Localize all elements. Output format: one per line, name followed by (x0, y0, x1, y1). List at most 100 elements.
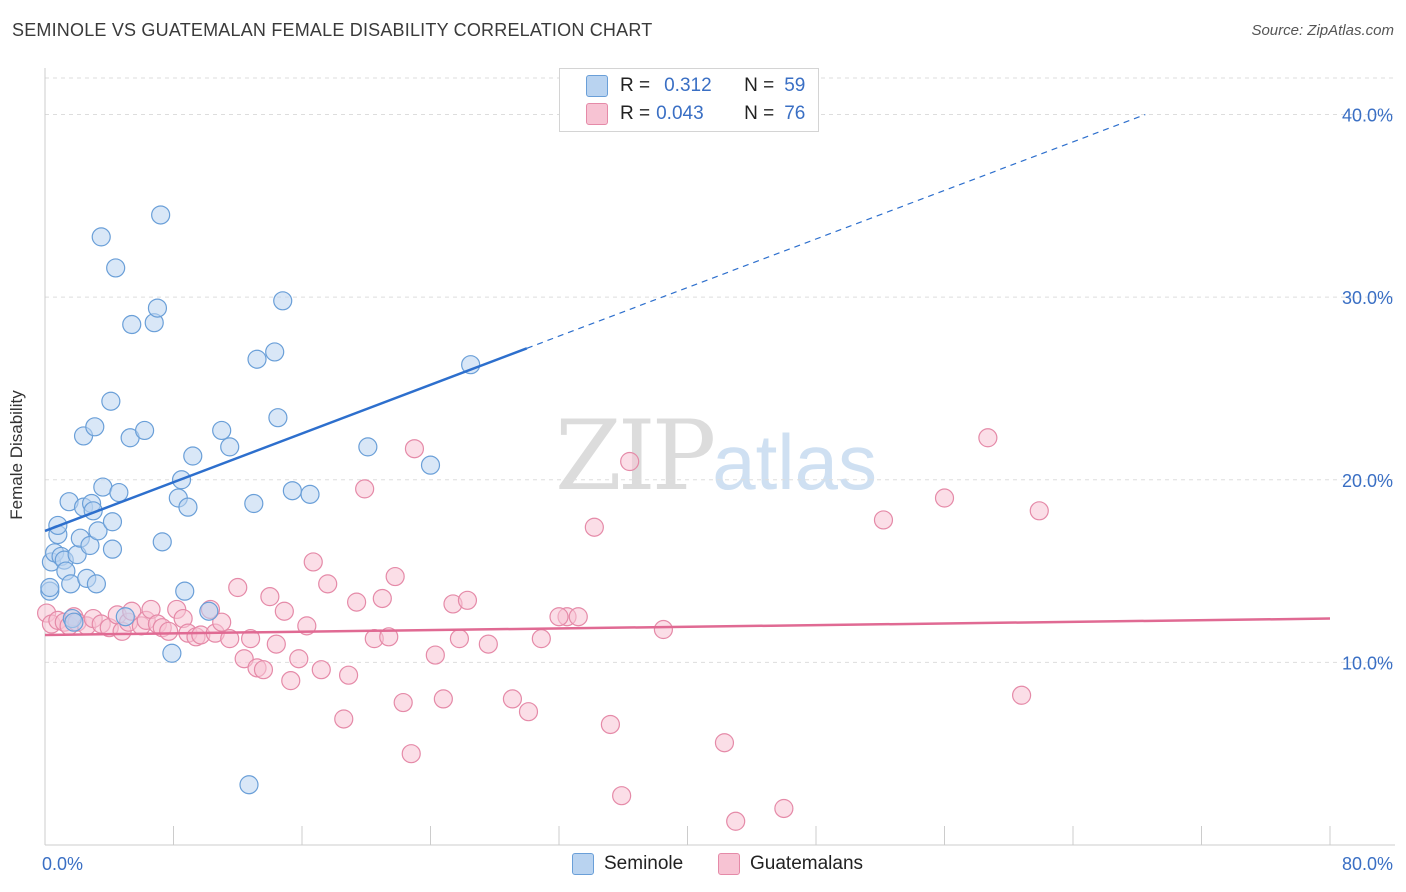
guatemalan-point (260, 587, 280, 607)
source-label: Source: ZipAtlas.com (1251, 22, 1394, 39)
seminole-point (40, 577, 60, 598)
guatemalan-point (318, 574, 338, 594)
y-tick-label: 30.0% (1342, 288, 1393, 308)
guatemalan-point (274, 601, 294, 621)
guatemalan-point (568, 607, 588, 627)
guatemalan-point (1029, 501, 1049, 521)
seminole-point (239, 775, 259, 795)
guatemalan-point (449, 629, 470, 649)
guatemalan-point (612, 786, 632, 806)
guatemalan-point (379, 627, 399, 647)
seminole-r-label: R = (620, 75, 651, 96)
seminole-n-value: 59 (784, 75, 806, 96)
seminole-point (86, 574, 107, 594)
seminole-point (101, 391, 121, 411)
guatemalan-point (934, 488, 955, 508)
y-tick-label: 40.0% (1342, 106, 1393, 126)
seminole-trendline-extension (526, 113, 1146, 349)
guatemalan-point (620, 451, 640, 472)
seminole-point (93, 477, 113, 497)
guatemalan-n-value: 76 (784, 103, 806, 124)
seminole-point (134, 420, 155, 441)
watermark-atlas: atlas (712, 418, 877, 506)
seminole-trendline (44, 347, 528, 533)
seminole-point (178, 497, 198, 517)
seminole-point (183, 446, 203, 466)
seminole-point (80, 535, 100, 556)
seminole-point (64, 612, 84, 632)
guatemalan-point (502, 689, 523, 709)
guatemalan-point (433, 689, 453, 709)
seminole-point (85, 417, 105, 437)
guatemalan-point (600, 714, 621, 735)
guatemalan-point (220, 629, 240, 649)
seminole-point (244, 493, 264, 514)
seminole-point (212, 420, 232, 441)
bottom-guatemalan-swatch (718, 853, 740, 875)
seminole-point (268, 408, 288, 428)
guatemalan-point (303, 552, 323, 572)
seminole-point (282, 481, 302, 501)
seminole-point (265, 342, 285, 362)
seminole-point (109, 482, 129, 503)
guatemalan-point (159, 621, 179, 641)
y-tick-label: 10.0% (1342, 653, 1393, 673)
seminole-point (115, 607, 135, 627)
bottom-legend-guatemalan: Guatemalans (718, 851, 863, 877)
guatemalan-point (584, 517, 604, 537)
guatemalan-point (873, 510, 894, 530)
bottom-guatemalan-label: Guatemalans (750, 853, 864, 874)
guatemalan-point (289, 649, 309, 669)
guatemalan-r-label: R = (620, 103, 651, 124)
seminole-point (162, 643, 182, 663)
guatemalan-point (726, 811, 746, 831)
guatemalan-point (212, 612, 232, 632)
seminole-point (106, 258, 126, 278)
seminole-point (91, 227, 111, 247)
guatemalan-point (714, 733, 735, 753)
guatemalan-point (281, 671, 301, 691)
x-tick-label-left: 0.0% (42, 854, 83, 874)
bottom-seminole-swatch (572, 853, 594, 875)
guatemalan-n-label: N = (744, 103, 775, 124)
guatemalan-point (311, 660, 331, 680)
seminole-n-label: N = (744, 75, 775, 96)
guatemalan-point (385, 566, 405, 587)
legend-row-guatemalan: R = 0.043 N = 76 (586, 101, 805, 127)
seminole-point (61, 574, 81, 594)
seminole-r-value: 0.312 (664, 75, 712, 96)
guatemalan-point (978, 428, 998, 448)
guatemalan-point (1011, 685, 1032, 705)
guatemalan-point (355, 479, 375, 499)
guatemalan-point (401, 744, 421, 764)
guatemalan-point (531, 629, 551, 649)
guatemalan-point (266, 634, 286, 654)
watermark: ZIPatlas (555, 400, 877, 512)
seminole-point (147, 298, 168, 318)
correlation-legend: R = 0.312 N = 59 R = 0.043 N = 76 (559, 68, 819, 132)
bottom-legend-seminole: Seminole (572, 851, 683, 877)
guatemalan-point (653, 619, 674, 640)
guatemalan-r-value: 0.043 (656, 103, 704, 124)
legend-row-seminole: R = 0.312 N = 59 (586, 73, 805, 99)
guatemalan-point (241, 629, 261, 649)
guatemalan-point (549, 607, 569, 627)
guatemalan-point (518, 702, 539, 722)
guatemalan-point (228, 577, 248, 598)
bottom-seminole-label: Seminole (604, 853, 684, 874)
y-tick-label: 20.0% (1342, 471, 1393, 491)
guatemalan-point (478, 634, 498, 654)
seminole-point (247, 349, 267, 369)
seminole-point (175, 581, 195, 601)
seminole-point (151, 205, 171, 225)
seminole-point (152, 532, 172, 552)
chart-title: SEMINOLE VS GUATEMALAN FEMALE DISABILITY… (12, 20, 653, 40)
seminole-point (300, 484, 320, 504)
guatemalan-point (253, 660, 274, 680)
seminole-point (102, 512, 123, 532)
guatemalan-point (334, 709, 354, 729)
guatemalan-point (338, 665, 359, 685)
seminole-point (273, 291, 293, 311)
seminole-point (420, 455, 441, 475)
